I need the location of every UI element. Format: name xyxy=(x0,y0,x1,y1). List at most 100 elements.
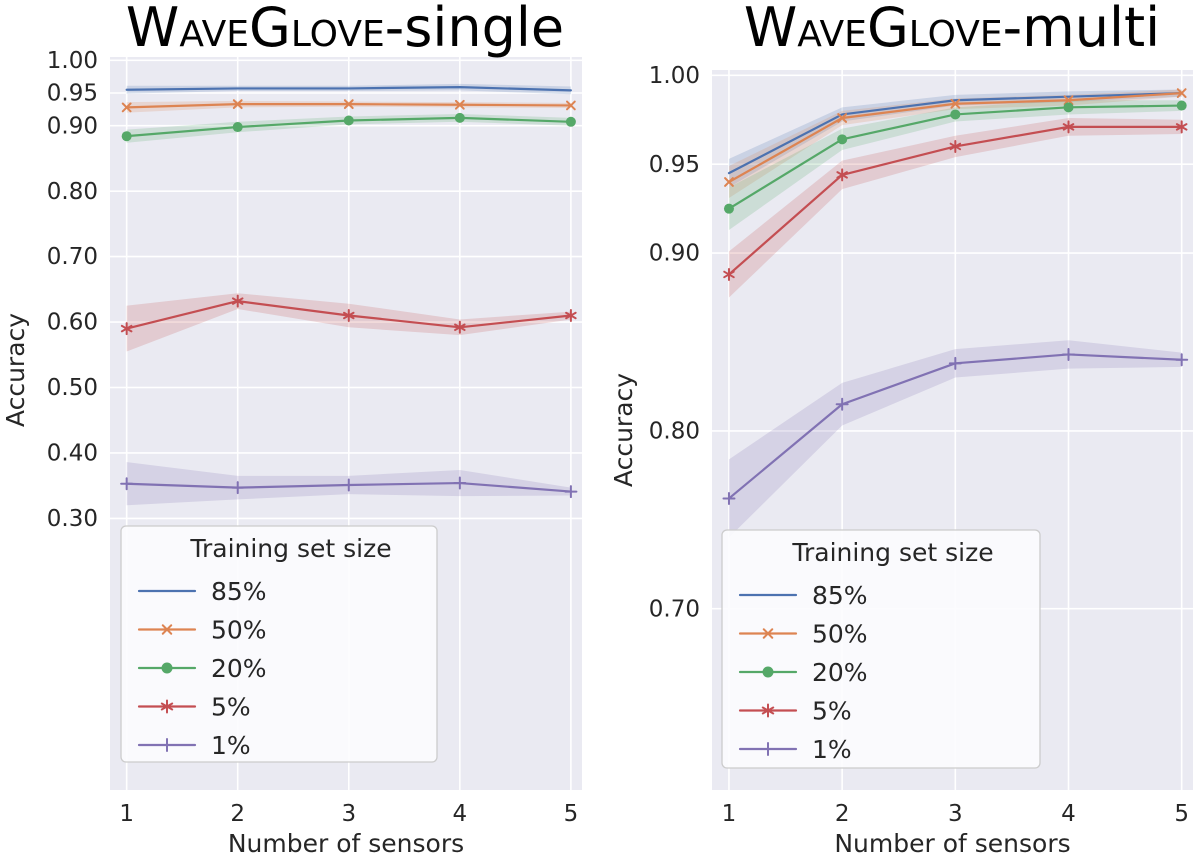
series-marker-1% xyxy=(835,397,849,411)
series-line-85% xyxy=(125,86,572,92)
series-marker-50% xyxy=(343,99,354,110)
legend-label-1%: 1% xyxy=(211,731,251,760)
legend-label-85%: 85% xyxy=(211,577,267,606)
series-marker-20% xyxy=(837,134,848,145)
ci-band-20% xyxy=(728,100,1182,230)
legend-sample-marker-50% xyxy=(762,628,774,639)
y-tick-label: 0.70 xyxy=(649,596,700,622)
x-tick-label: 5 xyxy=(564,801,579,827)
chart-title-segment: -single xyxy=(385,0,564,59)
chart-title-segment: W xyxy=(744,0,797,59)
series-marker-20% xyxy=(454,112,465,123)
y-tick-label: 0.80 xyxy=(649,418,700,444)
x-tick-label: 5 xyxy=(1174,801,1189,827)
y-tick-label: 0.95 xyxy=(649,152,700,178)
series-marker-20% xyxy=(232,122,243,133)
legend-label-50%: 50% xyxy=(211,616,267,645)
series-marker-50% xyxy=(454,99,465,110)
series-marker-50% xyxy=(724,177,734,187)
series-marker-1% xyxy=(564,485,578,499)
series-marker-50% xyxy=(566,100,576,111)
y-tick-label: 0.90 xyxy=(649,241,700,267)
chart-title: WAVEGLOVE-multi xyxy=(744,0,1160,59)
legend-label-50%: 50% xyxy=(812,620,868,649)
legend-label-20%: 20% xyxy=(812,658,868,687)
series-marker-5% xyxy=(836,168,848,182)
series-marker-20% xyxy=(1176,100,1187,111)
legend-label-85%: 85% xyxy=(812,581,868,610)
legend-box xyxy=(721,529,1041,769)
legend-label-5%: 5% xyxy=(812,697,852,726)
series-marker-5% xyxy=(949,139,962,153)
series-marker-50% xyxy=(232,99,243,110)
series-marker-5% xyxy=(343,309,355,323)
y-tick-label: 0.95 xyxy=(47,81,98,107)
x-tick-label: 1 xyxy=(722,801,737,827)
legend-sample-marker-1% xyxy=(761,742,775,756)
y-tick-label: 0.40 xyxy=(47,441,98,467)
chart-title-segment: AVE xyxy=(797,14,867,55)
ci-band-5% xyxy=(728,118,1182,298)
series-marker-50% xyxy=(837,113,848,123)
series-marker-1% xyxy=(722,491,736,505)
y-tick-label: 0.80 xyxy=(47,179,98,205)
y-tick-label: 1.00 xyxy=(649,63,700,89)
ci-band-1% xyxy=(728,340,1182,538)
chart-title-segment: LOVE xyxy=(909,14,1003,55)
chart-title-segment: G xyxy=(249,0,291,59)
legend-sample-marker-1% xyxy=(160,738,174,752)
series-marker-20% xyxy=(950,109,961,120)
legend-box xyxy=(120,525,438,763)
chart-title-segment: -multi xyxy=(1003,0,1161,59)
series-marker-1% xyxy=(453,476,467,490)
ci-band-5% xyxy=(126,293,571,352)
legend-sample-marker-5% xyxy=(761,703,775,718)
series-marker-50% xyxy=(1063,95,1074,106)
chart-title-segment: LOVE xyxy=(291,14,385,55)
chart-title-segment: G xyxy=(867,0,909,59)
y-tick-label: 0.70 xyxy=(47,244,98,270)
chart-title-segment: AVE xyxy=(179,14,249,55)
series-marker-20% xyxy=(1063,102,1074,113)
x-axis-label: Number of sensors xyxy=(228,829,464,857)
legend-sample-marker-20% xyxy=(762,666,774,678)
series-marker-1% xyxy=(1062,347,1076,361)
series-marker-50% xyxy=(950,98,961,109)
series-marker-5% xyxy=(120,322,133,336)
y-tick-label: 0.50 xyxy=(47,375,98,401)
x-tick-label: 4 xyxy=(453,801,468,827)
y-tick-label: 1.00 xyxy=(47,48,98,74)
series-marker-5% xyxy=(231,294,244,308)
chart-title-segment: W xyxy=(126,0,179,59)
x-tick-label: 2 xyxy=(230,801,245,827)
chart-waveglove-single: 1.00 0.95 0.90 0.80 0.70 0.60 0.50 0.40 0.30 1 2 3 4… xyxy=(1,0,582,857)
series-marker-5% xyxy=(454,320,466,334)
series-marker-20% xyxy=(121,131,132,142)
legend-title: Training set size xyxy=(189,534,391,563)
y-axis-label: Accuracy xyxy=(609,373,638,487)
x-tick-label: 2 xyxy=(835,801,850,827)
series-marker-5% xyxy=(1062,120,1075,134)
series-marker-5% xyxy=(723,267,735,281)
legend-label-1%: 1% xyxy=(812,735,852,764)
series-marker-5% xyxy=(565,309,577,323)
series-marker-5% xyxy=(1175,120,1188,134)
legend-title: Training set size xyxy=(791,538,993,567)
y-axis-label: Accuracy xyxy=(1,313,30,427)
chart-waveglove-multi: 1.00 0.95 0.90 0.80 0.70 1 2 3 4 5 Number of senso… xyxy=(609,0,1193,857)
x-tick-label: 3 xyxy=(341,801,356,827)
legend-sample-marker-5% xyxy=(160,699,174,714)
series-marker-20% xyxy=(723,203,734,214)
series-marker-1% xyxy=(948,356,962,370)
series-marker-1% xyxy=(1175,353,1189,367)
x-tick-label: 1 xyxy=(119,801,134,827)
legend-label-5%: 5% xyxy=(211,693,251,722)
series-line-85% xyxy=(727,92,1183,175)
x-axis-label: Number of sensors xyxy=(834,829,1070,857)
y-tick-label: 0.90 xyxy=(47,113,98,139)
chart-title: WAVEGLOVE-single xyxy=(126,0,564,59)
series-marker-1% xyxy=(342,478,356,492)
series-marker-20% xyxy=(565,116,576,127)
y-tick-label: 0.60 xyxy=(47,310,98,336)
